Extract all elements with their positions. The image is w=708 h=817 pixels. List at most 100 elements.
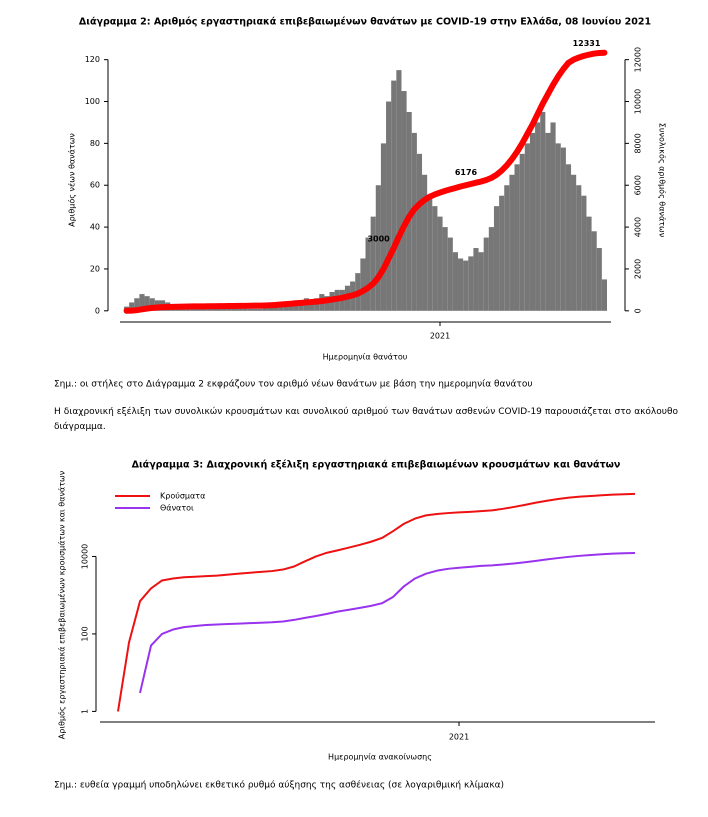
bar — [483, 237, 489, 311]
legend-label: Θάνατοι — [160, 504, 194, 513]
bar — [401, 91, 407, 311]
y2-tick-label: 2000 — [634, 259, 643, 279]
bar — [201, 308, 207, 311]
bar — [257, 308, 263, 311]
bar — [555, 143, 561, 311]
y2-tick-label: 10000 — [634, 89, 643, 114]
paragraph: Η διαχρονική εξέλιξη των συνολικών κρουσ… — [54, 407, 678, 432]
y-axis-label: Αριθμός νέων θανάτων — [67, 133, 77, 227]
bar — [365, 237, 371, 311]
y-axis-label: Αριθμός εργαστηριακά επιβεβαιωμένων κρου… — [57, 470, 67, 739]
bar — [375, 185, 381, 311]
bar — [499, 195, 505, 311]
bar — [478, 252, 484, 311]
bar — [252, 308, 258, 311]
bar — [488, 227, 494, 311]
bar — [380, 143, 387, 311]
bar — [411, 132, 417, 311]
bar — [247, 308, 253, 311]
data-label: 3000 — [367, 235, 390, 244]
y2-tick-label: 8000 — [634, 133, 643, 153]
bar — [560, 147, 566, 311]
y-tick-label: 100 — [81, 626, 90, 641]
x-axis-label: Ημερομηνία θανάτου — [323, 353, 408, 362]
bar — [406, 111, 412, 311]
bar — [211, 308, 217, 311]
bar — [262, 306, 268, 311]
chart-title: Διάγραμμα 2: Αριθμός εργαστηριακά επιβεβ… — [79, 17, 651, 28]
bar — [237, 308, 243, 311]
y-tick-label: 1 — [81, 709, 90, 714]
x-tick-label: 2021 — [430, 332, 450, 341]
y-tick-label: 60 — [90, 181, 100, 190]
bar — [134, 298, 140, 311]
y-tick-label: 80 — [90, 139, 100, 148]
bar — [463, 260, 469, 311]
bar — [524, 143, 530, 311]
y-tick-label: 100 — [85, 97, 100, 106]
bar — [535, 122, 541, 311]
bar — [216, 308, 222, 311]
bar — [129, 302, 135, 311]
y2-tick-label: 0 — [634, 308, 643, 313]
bar — [422, 174, 428, 311]
series-line — [139, 551, 636, 694]
bar — [242, 308, 248, 311]
note: Σημ.: ευθεία γραμμή υποδηλώνει εκθετικό … — [54, 780, 504, 791]
y2-tick-label: 12000 — [634, 47, 643, 72]
bar — [267, 306, 274, 311]
bar — [427, 195, 433, 311]
bar — [571, 174, 577, 311]
bar — [565, 164, 572, 311]
bar — [195, 308, 202, 311]
bar — [432, 206, 438, 311]
bar — [416, 153, 423, 311]
bar — [581, 195, 587, 311]
bar — [601, 279, 607, 311]
y2-tick-label: 4000 — [634, 217, 643, 237]
bar — [596, 248, 602, 311]
bar — [278, 304, 284, 311]
y-tick-label: 20 — [90, 264, 100, 273]
chart-title: Διάγραμμα 3: Διαχρονική εξέλιξη εργαστηρ… — [132, 460, 621, 471]
bar — [504, 185, 510, 311]
bar — [550, 122, 556, 311]
bar — [139, 294, 145, 311]
bar — [591, 231, 597, 311]
bar — [442, 227, 448, 311]
bar — [540, 111, 546, 311]
bar — [473, 248, 479, 311]
bar — [509, 174, 515, 311]
y2-tick-label: 6000 — [634, 175, 643, 195]
bar — [221, 308, 227, 311]
bar — [457, 258, 464, 311]
bar — [370, 216, 376, 311]
bar — [149, 298, 155, 311]
data-label: 12331 — [573, 39, 601, 48]
bar — [283, 304, 289, 311]
y2-axis-label: Συνολικός αριθμός θανάτων — [658, 123, 668, 238]
bar — [231, 308, 238, 311]
bar — [586, 216, 592, 311]
bar — [360, 258, 366, 311]
bar — [386, 101, 392, 311]
bar — [437, 216, 443, 311]
bar — [144, 296, 150, 311]
bar — [576, 185, 582, 311]
series-line — [117, 492, 636, 712]
bar — [519, 153, 525, 311]
note: Σημ.: οι στήλες στο Διάγραμμα 2 εκφράζου… — [54, 379, 533, 390]
cumulative-line — [123, 49, 608, 314]
bar — [545, 132, 551, 311]
y-tick-label: 40 — [90, 223, 100, 232]
bar — [529, 132, 536, 311]
bar — [298, 302, 304, 311]
bar — [206, 308, 212, 311]
x-tick-label: 2021 — [449, 733, 469, 742]
bar — [493, 206, 500, 311]
bar — [396, 70, 402, 311]
bar — [308, 300, 315, 311]
y-tick-label: 10000 — [81, 544, 90, 569]
